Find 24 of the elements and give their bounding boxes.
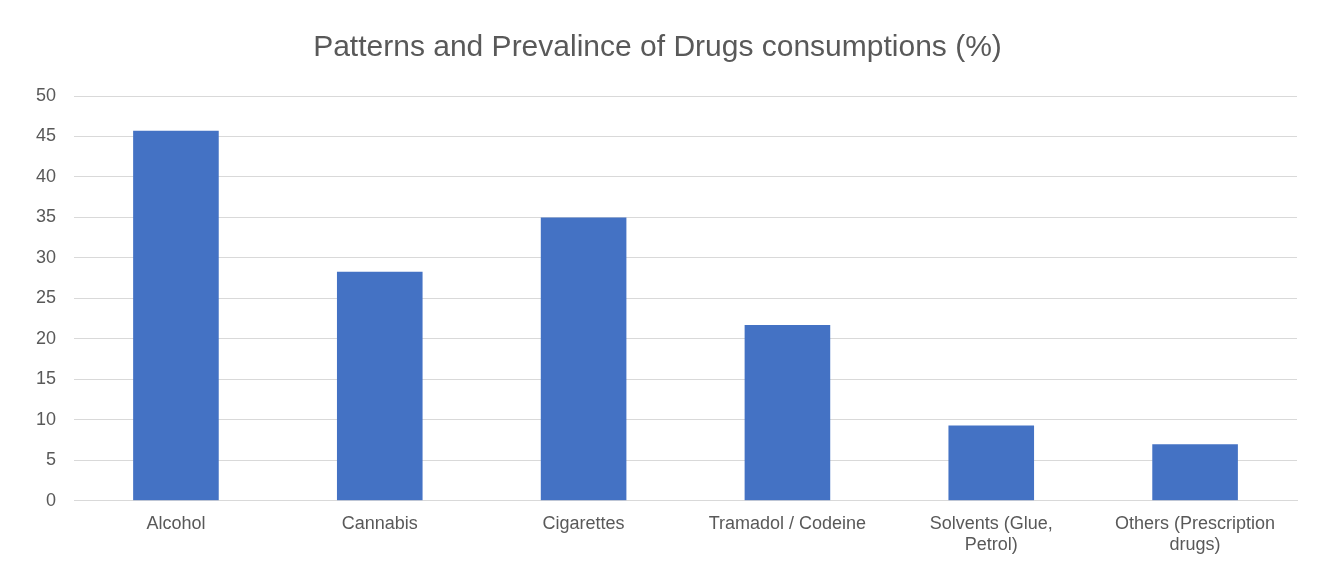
x-tick-label: Others (Prescription drugs) [1115,512,1276,555]
y-tick-label: 5 [46,449,57,470]
x-tick-label: Alcohol [146,512,206,533]
y-tick-label: 30 [35,246,57,267]
x-tick-label: Solvents (Glue, Petrol) [929,512,1053,555]
y-tick-label: 25 [35,287,57,308]
bar [540,217,627,501]
bar [133,130,219,501]
y-tick-label: 0 [46,489,57,510]
bar [744,325,831,501]
y-tick-label: 35 [35,206,57,227]
y-tick-label: 20 [35,327,57,348]
bar [1152,444,1238,501]
y-tick-label: 10 [35,408,57,429]
x-tick-label: Cannabis [341,512,418,533]
chart-title: Patterns and Prevalince of Drugs consumptions (%) [313,29,1002,63]
bar [948,425,1035,501]
bar [336,271,423,501]
y-tick-label: 45 [35,125,57,146]
x-tick-label: Cigarettes [542,512,625,533]
y-tick-label: 15 [35,368,57,389]
y-tick-label: 40 [35,165,57,186]
y-tick-label: 50 [35,84,57,105]
x-tick-label: Tramadol / Codeine [708,512,867,533]
